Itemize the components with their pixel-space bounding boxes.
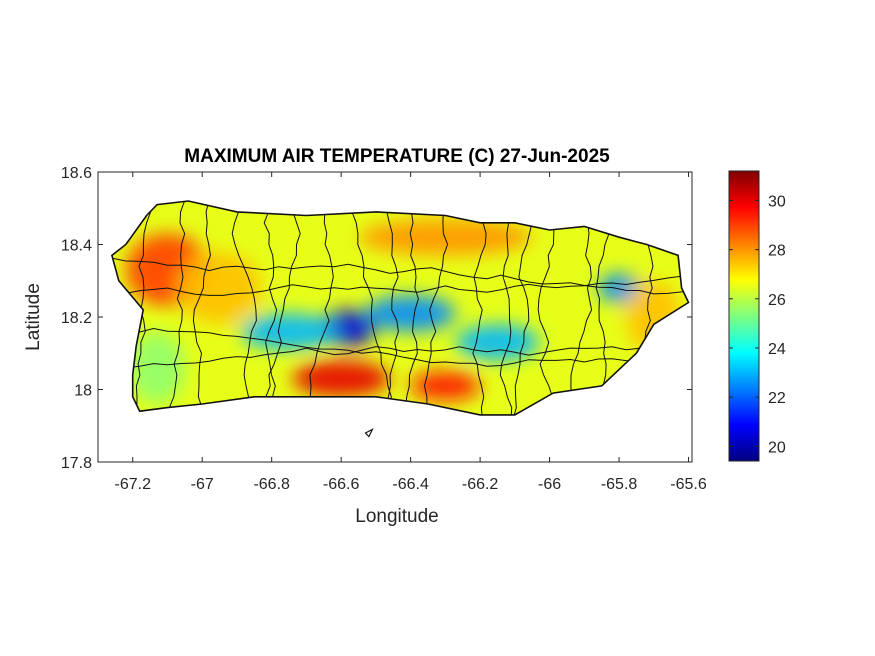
municipality-boundary bbox=[472, 201, 487, 415]
colorbar-gradient bbox=[728, 170, 760, 462]
x-tick-label: -66.8 bbox=[253, 476, 290, 493]
municipality-boundary bbox=[111, 257, 689, 295]
chart-title: MAXIMUM AIR TEMPERATURE (C) 27-Jun-2025 bbox=[184, 146, 610, 167]
coastline-outline bbox=[110, 200, 690, 438]
municipality-boundary bbox=[111, 327, 689, 368]
y-tick-label: 17.8 bbox=[61, 455, 92, 472]
temperature-region-4 bbox=[240, 313, 338, 350]
colorbar-tick-label: 20 bbox=[768, 439, 786, 456]
y-axis-ticks: 17.8 18 18.2 18.4 18.6 bbox=[61, 165, 692, 472]
colorbar-tick-label: 22 bbox=[768, 390, 786, 407]
municipality-boundary bbox=[512, 201, 535, 415]
municipality-boundary bbox=[351, 201, 393, 415]
y-tick-label: 18.4 bbox=[61, 238, 92, 255]
x-tick-label: -66 bbox=[538, 476, 561, 493]
temperature-field bbox=[111, 201, 689, 415]
municipality-boundary bbox=[168, 201, 186, 415]
x-tick-label: -67 bbox=[191, 476, 214, 493]
y-tick-label: 18.6 bbox=[61, 165, 92, 182]
municipality-boundary bbox=[111, 346, 689, 371]
colorbar-ticks: 20 22 24 26 28 30 bbox=[729, 193, 786, 456]
temperature-region-5 bbox=[365, 295, 456, 332]
x-tick-label: -66.6 bbox=[323, 476, 360, 493]
coastline-path bbox=[110, 200, 690, 416]
temperature-region-10 bbox=[598, 273, 640, 303]
x-tick-label: -66.4 bbox=[392, 476, 429, 493]
temperature-regions bbox=[125, 219, 682, 404]
y-tick-label: 18.2 bbox=[61, 310, 92, 327]
x-tick-label: -65.8 bbox=[601, 476, 638, 493]
islet-outline bbox=[364, 428, 374, 438]
colorbar-tick-label: 28 bbox=[768, 243, 786, 260]
colorbar: 20 22 24 26 28 30 bbox=[728, 170, 786, 462]
temperature-region-9 bbox=[358, 219, 533, 256]
temperature-region-6 bbox=[455, 324, 540, 361]
temperature-region-7 bbox=[292, 360, 390, 397]
y-tick-label: 18 bbox=[74, 383, 92, 400]
y-axis-label: Latitude bbox=[23, 283, 44, 351]
temperature-region-8 bbox=[410, 371, 481, 401]
municipality-boundary bbox=[111, 274, 689, 296]
municipality-boundary bbox=[499, 201, 516, 415]
x-axis-ticks: -67.2 -67 -66.8 -66.6 -66.4 -66.2 -66 -65.8 -65.… bbox=[115, 172, 707, 493]
temperature-region-1 bbox=[177, 251, 262, 325]
colorbar-tick-label: 26 bbox=[768, 292, 786, 309]
municipality-boundary bbox=[423, 201, 449, 415]
colorbar-tick-label: 30 bbox=[768, 193, 786, 210]
x-tick-label: -66.2 bbox=[462, 476, 499, 493]
municipality-boundary bbox=[398, 201, 419, 415]
plot-area: -67.2 -67 -66.8 -66.6 -66.4 -66.2 -66 -65.8 -65.… bbox=[61, 165, 707, 493]
colorbar-tick-label: 24 bbox=[768, 341, 786, 358]
x-tick-label: -67.2 bbox=[115, 476, 152, 493]
x-axis-label: Longitude bbox=[355, 506, 438, 527]
x-tick-label: -65.6 bbox=[670, 476, 707, 493]
temperature-region-2 bbox=[129, 331, 185, 404]
municipality-boundary bbox=[192, 201, 211, 415]
municipality-boundary bbox=[128, 201, 152, 415]
